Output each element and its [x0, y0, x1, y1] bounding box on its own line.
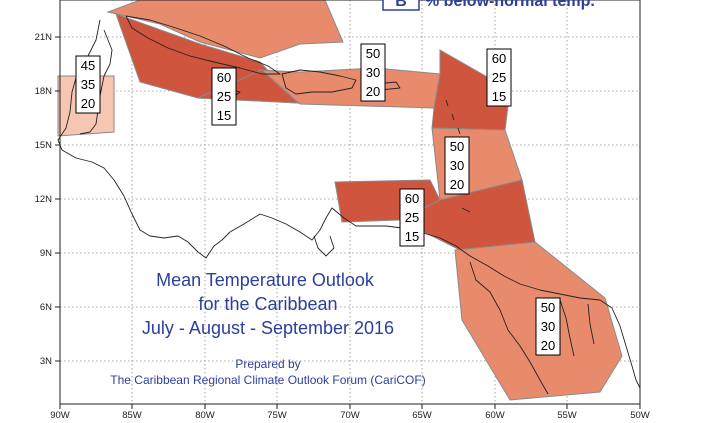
prob-above-normal: 50 — [541, 300, 555, 315]
lat-label: 9N — [40, 248, 52, 259]
coastline-lake-maracaibo — [313, 235, 335, 257]
coastline-south-america — [229, 207, 641, 389]
credit-prepared-by: Prepared by — [235, 357, 300, 371]
lon-label: 60W — [485, 410, 505, 421]
legend: B % below-normal temp. — [382, 0, 595, 11]
prob-above-normal: 60 — [405, 191, 419, 206]
map-title-line-2: for the Caribbean — [198, 294, 337, 314]
prob-above-normal: 60 — [217, 70, 231, 85]
lat-label: 3N — [40, 356, 52, 367]
coastline-central-america — [57, 19, 231, 259]
prob-box-hispaniola: 50 30 20 — [360, 43, 386, 102]
prob-box-jamaica: 60 25 15 — [211, 67, 237, 126]
prob-box-frame — [399, 188, 425, 247]
lat-label: 18N — [35, 86, 53, 97]
prob-box-puerto-rico-leewards: 60 25 15 — [486, 48, 512, 107]
region-bahamas — [106, 0, 344, 59]
map-title-line-3: July - August - September 2016 — [142, 318, 394, 338]
prob-below-normal: 15 — [405, 229, 419, 244]
lat-label: 12N — [35, 194, 53, 205]
prob-box-frame — [75, 55, 101, 114]
prob-near-normal: 35 — [81, 77, 95, 92]
prob-box-windwards: 50 30 20 — [444, 136, 470, 195]
prob-box-frame — [486, 48, 512, 107]
coastline-cuba — [125, 15, 281, 75]
lon-label: 80W — [195, 410, 215, 421]
map-title-line-1: Mean Temperature Outlook — [156, 270, 375, 290]
prob-above-normal: 60 — [492, 51, 506, 66]
prob-below-normal: 20 — [541, 338, 555, 353]
prob-near-normal: 25 — [492, 70, 506, 85]
prob-above-normal: 45 — [81, 58, 95, 73]
lat-label: 6N — [40, 302, 52, 313]
prob-box-frame — [211, 67, 237, 126]
prob-box-frame — [360, 43, 386, 102]
lon-label: 50W — [630, 410, 650, 421]
credit-organization: The Caribbean Regional Climate Outlook F… — [110, 373, 425, 387]
legend-description: % below-normal temp. — [425, 0, 595, 10]
prob-below-normal: 15 — [492, 89, 506, 104]
prob-below-normal: 20 — [366, 84, 380, 99]
prob-above-normal: 50 — [366, 46, 380, 61]
lon-label: 70W — [340, 410, 360, 421]
lon-label: 85W — [122, 410, 142, 421]
prob-near-normal: 30 — [541, 319, 555, 334]
legend-box — [382, 0, 420, 11]
prob-near-normal: 30 — [366, 65, 380, 80]
lon-label: 55W — [557, 410, 577, 421]
lon-label: 90W — [50, 410, 70, 421]
coastline-inland-rivers — [469, 261, 595, 395]
legend-letter: B — [395, 0, 407, 10]
lat-label: 15N — [35, 140, 53, 151]
prob-box-frame — [535, 297, 561, 356]
prob-box-belize-yucatan: 45 35 20 — [75, 55, 101, 114]
prob-below-normal: 15 — [217, 108, 231, 123]
axis-ticks — [55, 36, 641, 409]
prob-box-trinidad-tobago: 60 25 15 — [399, 188, 425, 247]
prob-near-normal: 25 — [217, 89, 231, 104]
lon-label: 65W — [412, 410, 432, 421]
lat-label: 21N — [35, 32, 53, 43]
prob-near-normal: 25 — [405, 210, 419, 225]
prob-box-guyanas: 50 30 20 — [535, 297, 561, 356]
prob-near-normal: 30 — [450, 158, 464, 173]
prob-box-frame — [444, 136, 470, 195]
coastline-hispaniola — [281, 69, 357, 95]
prob-above-normal: 50 — [450, 139, 464, 154]
prob-below-normal: 20 — [450, 177, 464, 192]
lon-label: 75W — [267, 410, 287, 421]
prob-below-normal: 20 — [81, 96, 95, 111]
